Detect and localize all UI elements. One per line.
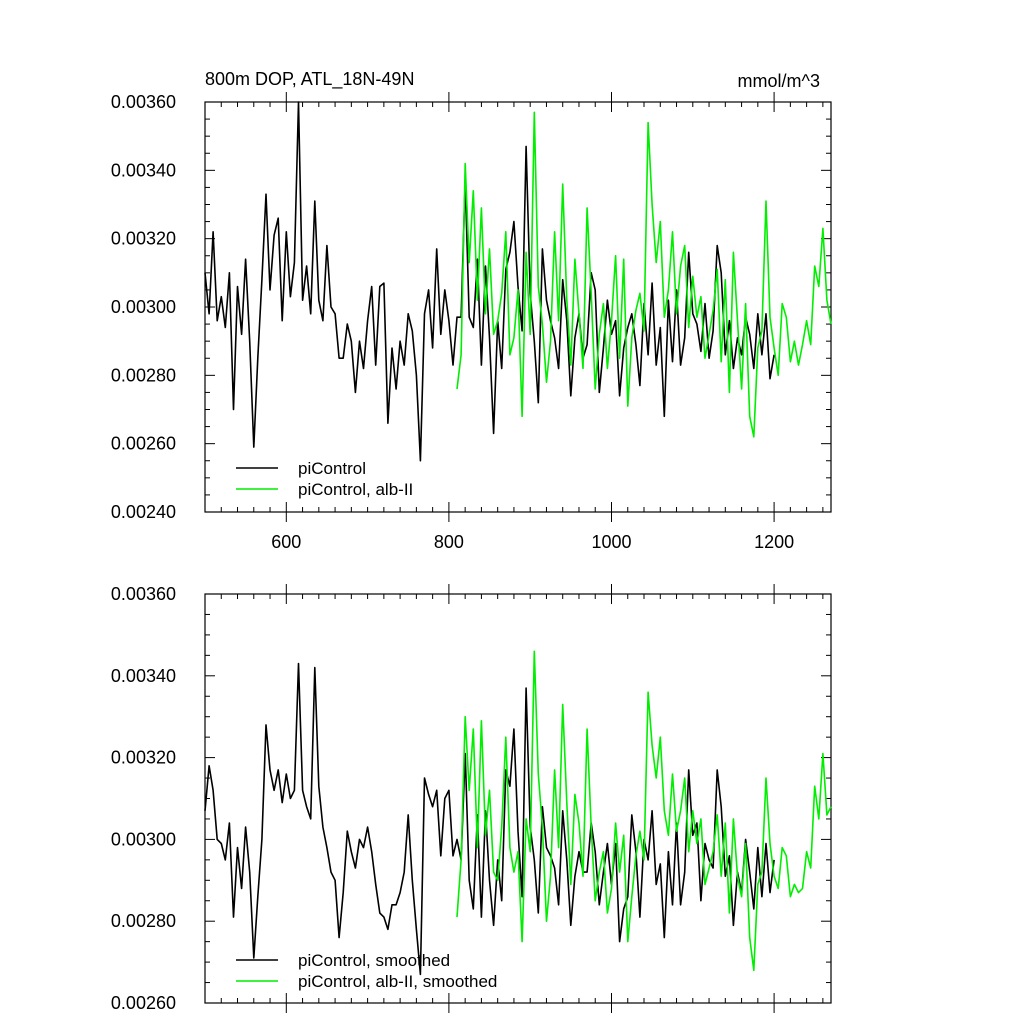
y-tick-label: 0.00280 xyxy=(111,911,176,931)
y-tick-label: 0.00300 xyxy=(111,297,176,317)
series-line-1 xyxy=(204,101,775,462)
x-tick-label: 1200 xyxy=(754,532,794,552)
plot-frame xyxy=(204,593,832,1004)
panel-1: 600 800 1000 1200 0.00240 0.00260 0.00280 0.003… xyxy=(111,69,832,552)
series-line-2 xyxy=(456,650,832,972)
x-tick-label: 600 xyxy=(271,532,301,552)
y-tick-label: 0.00340 xyxy=(111,160,176,180)
panel-2: 0.00260 0.00280 0.00300 0.00320 0.00340 0.003… xyxy=(111,584,832,1013)
y-tick-label: 0.00300 xyxy=(111,829,176,849)
y-tick-label: 0.00260 xyxy=(111,993,176,1013)
units-label: mmol/m^3 xyxy=(738,71,820,91)
y-tick-label: 0.00340 xyxy=(111,666,176,686)
y-tick-label: 0.00360 xyxy=(111,584,176,604)
legend-label-1: piControl xyxy=(298,459,366,478)
y-tick-label: 0.00260 xyxy=(111,434,176,454)
series-line-2 xyxy=(456,111,832,438)
legend-label-1: piControl, smoothed xyxy=(298,951,450,970)
x-tick-label: 800 xyxy=(434,532,464,552)
chart-title: 800m DOP, ATL_18N-49N xyxy=(205,69,414,90)
legend-label-2: piControl, alb-II, smoothed xyxy=(298,972,497,991)
y-tick-label: 0.00320 xyxy=(111,748,176,768)
x-tick-label: 1000 xyxy=(591,532,631,552)
y-tick-label: 0.00360 xyxy=(111,92,176,112)
legend-label-2: piControl, alb-II xyxy=(298,480,413,499)
y-tick-label: 0.00240 xyxy=(111,502,176,522)
y-tick-label: 0.00320 xyxy=(111,229,176,249)
series-line-1 xyxy=(204,662,775,976)
y-tick-label: 0.00280 xyxy=(111,365,176,385)
